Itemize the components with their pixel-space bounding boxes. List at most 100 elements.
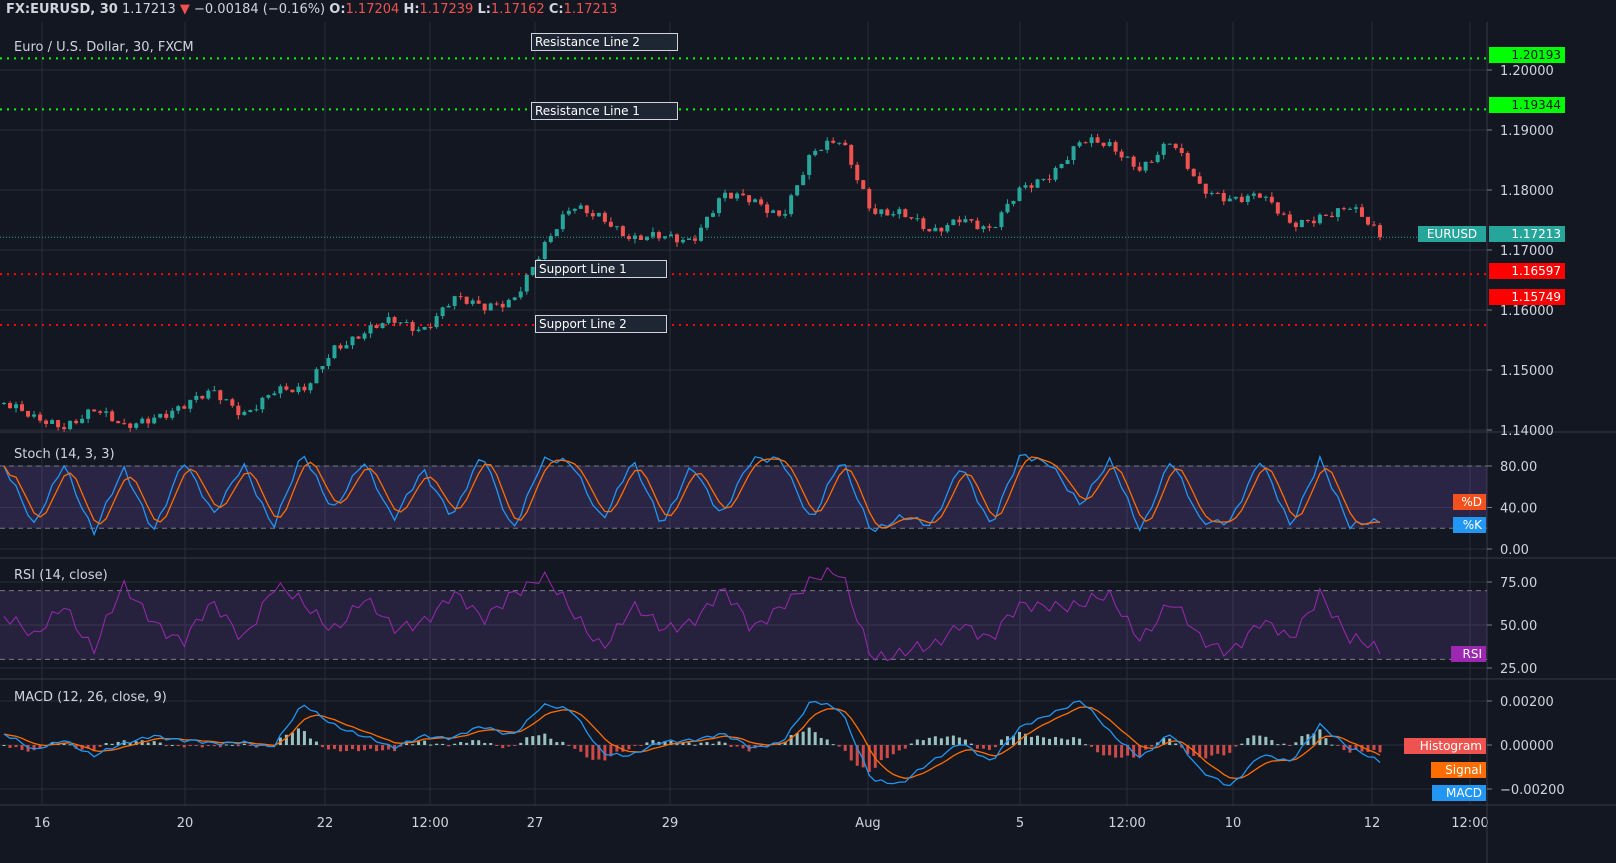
histogram-bar — [849, 745, 853, 761]
candle-body — [1209, 192, 1214, 194]
candle-body — [230, 399, 235, 406]
candle — [38, 411, 43, 424]
resistance-line-2-label[interactable]: Resistance Line 2 — [531, 33, 678, 51]
symbol-name[interactable]: FX:EURUSD, 30 — [6, 2, 118, 17]
candle — [356, 335, 361, 340]
candle-body — [1149, 161, 1154, 163]
candle — [1341, 206, 1346, 211]
candle — [723, 189, 728, 202]
candle — [705, 216, 710, 231]
candle-body — [170, 410, 175, 418]
candle-body — [843, 142, 848, 146]
histogram-bar — [483, 742, 487, 745]
candle — [134, 422, 139, 430]
histogram-bar — [933, 736, 937, 745]
histogram-bar — [573, 745, 577, 749]
histogram-bar — [735, 745, 739, 747]
histogram-bar — [332, 745, 336, 749]
histogram-bar — [2, 745, 6, 746]
histogram-bar — [1342, 745, 1346, 751]
candle — [999, 210, 1004, 231]
candle-body — [122, 423, 127, 425]
candle — [368, 321, 373, 338]
histogram-bar — [92, 745, 96, 752]
candle-body — [308, 383, 313, 391]
candle — [1059, 163, 1064, 169]
candle — [819, 149, 824, 152]
candle — [1269, 192, 1274, 205]
candle-body — [296, 386, 301, 393]
candle-body — [464, 296, 469, 304]
candle — [284, 383, 289, 391]
candle-body — [452, 296, 457, 306]
candle-body — [404, 322, 409, 324]
candle-body — [650, 232, 655, 237]
resistance-line-1-label[interactable]: Resistance Line 1 — [531, 102, 678, 120]
candle — [903, 208, 908, 218]
candle — [260, 396, 265, 413]
candle-body — [134, 423, 139, 428]
low-label: L: — [477, 2, 491, 17]
candle — [1023, 182, 1028, 190]
candle — [1101, 142, 1106, 148]
candle-body — [795, 185, 800, 196]
histogram-bar — [549, 738, 553, 745]
candle — [1305, 219, 1310, 223]
candle — [1005, 199, 1010, 214]
histogram-bar — [1042, 737, 1046, 745]
candle — [254, 404, 259, 412]
x-tick-label: Aug — [855, 816, 880, 831]
macd-tick-label: 0.00200 — [1500, 695, 1554, 710]
histogram-bar — [879, 745, 883, 761]
histogram-bar — [188, 745, 192, 746]
candle-body — [278, 386, 283, 394]
resistance-2-price-tag: 1.20193 — [1489, 47, 1565, 63]
candle — [939, 227, 944, 237]
candle-body — [693, 238, 698, 241]
candle — [795, 185, 800, 197]
histogram-bar — [921, 740, 925, 745]
candle — [98, 410, 103, 415]
price-tick-label: 1.17000 — [1500, 244, 1554, 259]
candle — [963, 215, 968, 223]
candle — [344, 340, 349, 349]
candle — [801, 171, 806, 186]
candle-body — [524, 274, 529, 292]
candle — [975, 217, 980, 230]
candle — [1317, 212, 1322, 225]
histogram-bar — [1246, 738, 1250, 745]
low-value: 1.17162 — [490, 2, 545, 17]
candle-body — [1275, 202, 1280, 214]
candle-body — [14, 404, 19, 409]
histogram-bar — [1060, 738, 1064, 745]
candle — [1275, 201, 1280, 216]
candle-body — [1017, 187, 1022, 201]
candle — [302, 383, 307, 393]
candle-body — [254, 409, 259, 411]
candle — [638, 234, 643, 240]
candle — [1167, 143, 1172, 145]
candle — [386, 312, 391, 325]
candle — [1251, 191, 1256, 200]
candle — [656, 230, 661, 242]
support-line-1-label[interactable]: Support Line 1 — [535, 260, 667, 278]
histogram-bar — [1264, 736, 1268, 745]
candle — [68, 420, 73, 431]
candle — [548, 233, 553, 244]
candle-body — [897, 209, 902, 215]
candle — [771, 209, 776, 214]
histogram-bar — [1258, 735, 1262, 745]
candle — [416, 326, 421, 333]
candle-body — [674, 234, 679, 243]
candle-body — [1347, 208, 1352, 210]
support-line-2-label[interactable]: Support Line 2 — [535, 315, 667, 333]
candle-body — [741, 193, 746, 196]
candle — [422, 326, 427, 331]
macd-tag: MACD — [1432, 785, 1486, 801]
candle — [146, 416, 151, 428]
candle-body — [326, 358, 331, 367]
histogram-bar — [633, 745, 637, 746]
candle-body — [110, 411, 115, 422]
candle-body — [711, 213, 716, 217]
